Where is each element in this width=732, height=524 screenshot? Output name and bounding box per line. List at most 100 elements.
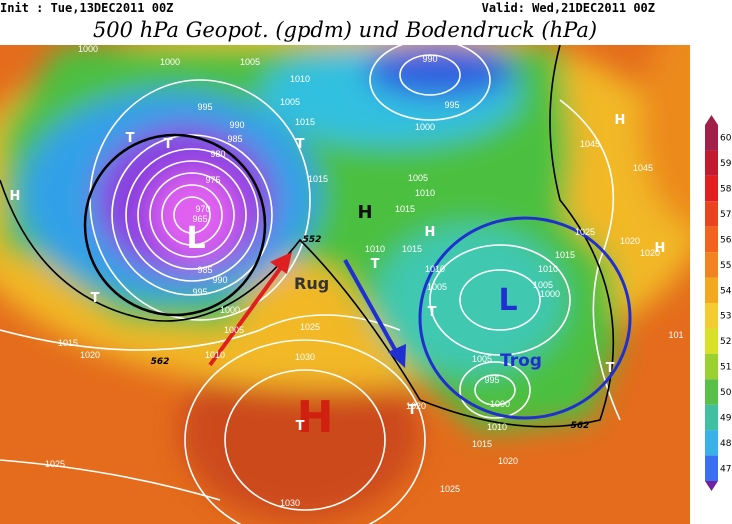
contour-label: 562 xyxy=(151,357,170,367)
pressure-label: 1030 xyxy=(295,352,315,362)
colorbar-label: 58 xyxy=(720,185,732,195)
low-circle xyxy=(83,133,267,317)
marker: T xyxy=(91,291,100,306)
pressure-label: 1015 xyxy=(295,117,315,127)
trough-label: Trog xyxy=(500,351,542,371)
pressure-label: 995 xyxy=(192,287,207,297)
colorbar: 60 59 58 57 56 55 54 53 52 51 50 49 48 47 xyxy=(705,115,732,491)
pressure-label: 1015 xyxy=(308,174,328,184)
pressure-label: 1010 xyxy=(365,244,385,254)
pressure-label: 1015 xyxy=(555,250,575,260)
pressure-label: 1025 xyxy=(45,459,65,469)
pressure-label: 995 xyxy=(484,375,499,385)
colorbar-label: 60 xyxy=(720,134,732,144)
isobars xyxy=(0,45,621,524)
colorbar-label: 52 xyxy=(720,337,731,347)
colorbar-swatch xyxy=(705,201,718,227)
colorbar-swatch xyxy=(705,277,718,303)
colorbar-swatch xyxy=(705,303,718,329)
colorbar-label: 47 xyxy=(720,464,731,474)
pressure-label: 1015 xyxy=(402,244,422,254)
pressure-label: 1010 xyxy=(425,264,445,274)
pressure-label: 1005 xyxy=(280,97,300,107)
pressure-label: 1015 xyxy=(472,439,492,449)
marker: T xyxy=(606,361,615,376)
pressure-label: 1000 xyxy=(220,305,240,315)
marker: T xyxy=(126,131,135,146)
marker: T xyxy=(164,137,173,152)
ridge-arrow xyxy=(208,252,292,367)
pressure-label: 1030 xyxy=(280,498,300,508)
colorbar-swatch xyxy=(705,150,718,176)
low-west-label: L xyxy=(186,221,205,256)
pressure-label: 1005 xyxy=(533,280,553,290)
color-field xyxy=(0,45,690,520)
marker: T xyxy=(371,257,380,272)
pressure-label: 1000 xyxy=(490,399,510,409)
pressure-label: 1005 xyxy=(408,173,428,183)
pressure-label: 975 xyxy=(205,175,220,185)
trough-arrow xyxy=(343,259,406,368)
colorbar-swatch xyxy=(705,226,718,253)
colorbar-swatch xyxy=(705,252,718,278)
pressure-label: 1010 xyxy=(290,74,310,84)
pressure-label: 995 xyxy=(444,100,459,110)
pressure-label: 985 xyxy=(227,134,242,144)
trough-circle xyxy=(418,216,632,420)
colorbar-label: 48 xyxy=(720,439,732,449)
pressure-label: 1000 xyxy=(415,122,435,132)
init-time: Init : Tue,13DEC2011 00Z xyxy=(0,1,173,15)
pressure-label: 1000 xyxy=(160,57,180,67)
pressure-label: 1005 xyxy=(240,57,260,67)
pressure-label: 1020 xyxy=(406,401,426,411)
contour-label: 562 xyxy=(571,421,590,431)
contour-line xyxy=(0,45,615,428)
low-east-label: L xyxy=(498,283,517,318)
pressure-label: 1005 xyxy=(472,354,492,364)
ridge-high-label: H xyxy=(357,202,372,223)
map-title: 500 hPa Geopot. (gpdm) und Bodendruck (h… xyxy=(93,18,597,42)
pressure-label: 101 xyxy=(668,330,683,340)
pressure-label: 1010 xyxy=(487,422,507,432)
pressure-label: 985 xyxy=(197,265,212,275)
pressure-label: 1005 xyxy=(224,325,244,335)
pressure-label: 995 xyxy=(197,102,212,112)
pressure-label: 1010 xyxy=(538,264,558,274)
marker: T xyxy=(296,419,305,434)
pressure-label: 990 xyxy=(422,54,437,64)
pressure-label: 970 xyxy=(195,204,210,214)
colorbar-label: 50 xyxy=(720,388,732,398)
pressure-label: 1015 xyxy=(395,204,415,214)
colorbar-label: 59 xyxy=(720,159,732,169)
pressure-label: 1020 xyxy=(640,248,660,258)
marker: H xyxy=(10,189,21,204)
colorbar-label: 57 xyxy=(720,210,731,220)
pressure-label: 1025 xyxy=(440,484,460,494)
marker: H xyxy=(615,113,626,128)
colorbar-swatch xyxy=(705,379,718,405)
pressure-label: 1000 xyxy=(78,44,98,54)
pressure-label: 1010 xyxy=(205,350,225,360)
colorbar-label: 49 xyxy=(720,413,732,423)
colorbar-swatch xyxy=(705,353,718,380)
pressure-label: 1025 xyxy=(575,227,595,237)
colorbar-label: 56 xyxy=(720,235,732,245)
marker: H xyxy=(655,241,666,256)
marker: H xyxy=(425,225,436,240)
pressure-label: 1015 xyxy=(58,338,78,348)
pressure-label: 1020 xyxy=(620,236,640,246)
pressure-label: 1020 xyxy=(498,456,518,466)
pressure-label: 990 xyxy=(229,120,244,130)
pressure-label: 980 xyxy=(210,149,225,159)
colorbar-label: 53 xyxy=(720,312,731,322)
marker: T xyxy=(428,305,437,320)
contour-label: 552 xyxy=(303,235,322,245)
pressure-label: 1045 xyxy=(633,163,653,173)
colorbar-label: 54 xyxy=(720,286,732,296)
valid-time: Valid: Wed,21DEC2011 00Z xyxy=(482,1,655,15)
marker: T xyxy=(296,137,305,152)
high-label: H xyxy=(297,392,334,443)
